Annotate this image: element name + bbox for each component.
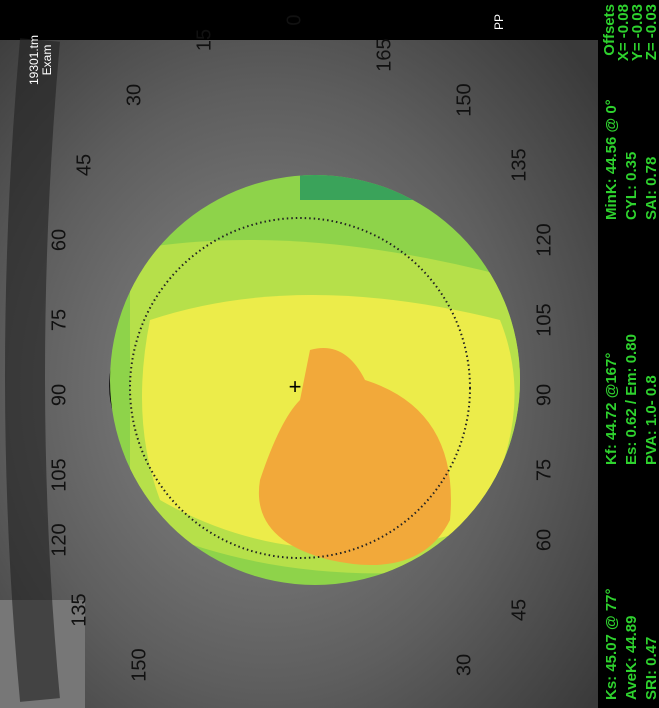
angle-labels: 3045607590105120135150150135120105907560… xyxy=(48,14,555,681)
reading: Es: 0.62 / Em: 0.80 xyxy=(623,334,640,465)
offset-title: Offsets xyxy=(601,4,618,56)
map-orange xyxy=(258,348,451,565)
angle-label: 120 xyxy=(48,523,70,556)
angle-label: 150 xyxy=(453,83,475,116)
angle-label: 15 xyxy=(193,29,215,51)
reading: Kf: 44.72 @167° xyxy=(603,353,620,465)
pp-label: PP xyxy=(492,14,506,30)
angle-label: 45 xyxy=(508,599,530,621)
angle-label: 60 xyxy=(48,229,70,251)
reading: MinK: 44.56 @ 0° xyxy=(603,99,620,220)
angle-label: 165 xyxy=(373,38,395,71)
reading: CYL: 0.35 xyxy=(623,152,640,220)
offset-z: Z= -0.03 xyxy=(643,4,659,60)
angle-label: 135 xyxy=(508,148,530,181)
top-bar xyxy=(0,0,598,40)
readings: Ks: 45.07 @ 77° Kf: 44.72 @167° MinK: 44.5… xyxy=(603,99,659,700)
angle-label: 45 xyxy=(73,154,95,176)
angle-label: 75 xyxy=(48,309,70,331)
angle-label: 0 xyxy=(283,14,305,25)
color-map xyxy=(110,175,520,585)
reading: PVA: 1.0- 0.8 xyxy=(643,375,659,465)
offset-x: X= -0.08 xyxy=(615,4,632,61)
angle-label: 150 xyxy=(128,648,150,681)
angle-label: 105 xyxy=(533,303,555,336)
angle-label: 60 xyxy=(533,529,555,551)
exam-label: Exam xyxy=(40,45,54,76)
angle-label: 105 xyxy=(48,458,70,491)
angle-label: 135 xyxy=(68,593,90,626)
reading: AveK: 44.89 xyxy=(623,616,640,701)
angle-label: 120 xyxy=(533,223,555,256)
angle-label: 75 xyxy=(533,459,555,481)
reading: SAI: 0.78 xyxy=(643,157,659,220)
angle-label: 90 xyxy=(48,384,70,406)
reading: Ks: 45.07 @ 77° xyxy=(603,588,620,700)
offset-y: Y= -0.03 xyxy=(629,4,646,61)
side-panel xyxy=(598,0,659,708)
angle-label: 90 xyxy=(533,384,555,406)
pupil-ring xyxy=(129,217,471,559)
file-name: 19301.tm xyxy=(27,35,41,85)
reading: SRI: 0.47 xyxy=(643,637,659,700)
angle-label: 30 xyxy=(123,84,145,106)
lashes xyxy=(5,38,60,702)
center-mark: + xyxy=(289,374,302,399)
angle-label: 30 xyxy=(453,654,475,676)
